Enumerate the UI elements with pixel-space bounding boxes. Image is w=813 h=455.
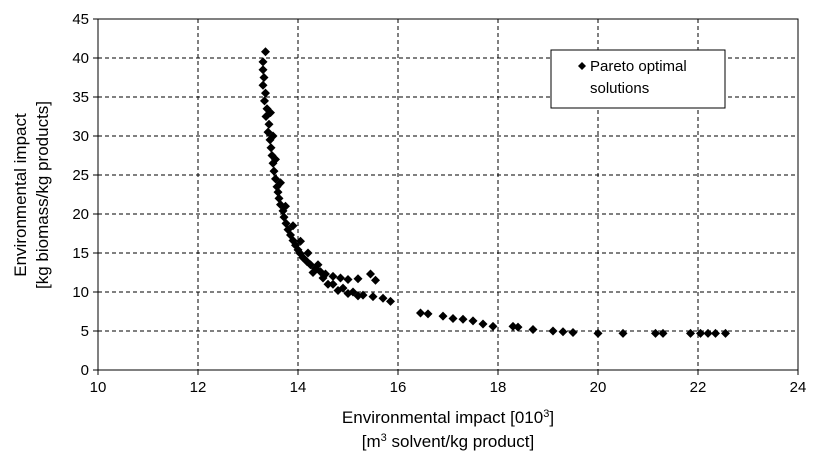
data-point bbox=[273, 187, 283, 197]
gridlines bbox=[98, 19, 798, 370]
data-point bbox=[448, 314, 458, 324]
data-point bbox=[258, 80, 268, 90]
x-tick-label: 16 bbox=[390, 379, 407, 396]
data-point bbox=[478, 319, 488, 329]
legend-box bbox=[550, 49, 726, 109]
x-tick-label: 10 bbox=[90, 379, 107, 396]
data-point bbox=[711, 328, 720, 338]
data-point bbox=[488, 321, 498, 331]
plot-frame bbox=[97, 18, 799, 371]
data-point bbox=[281, 201, 290, 211]
data-point bbox=[328, 271, 338, 281]
data-points bbox=[258, 47, 730, 338]
data-point bbox=[651, 328, 660, 338]
y-axis-title-units: [kg biomass/kg products] bbox=[33, 101, 52, 289]
legend-label-line: Pareto optimal bbox=[590, 58, 687, 75]
data-point bbox=[261, 47, 270, 57]
data-point bbox=[353, 274, 363, 284]
y-tick-label: 20 bbox=[72, 206, 89, 223]
data-point bbox=[368, 292, 378, 302]
data-point bbox=[468, 316, 478, 326]
data-point bbox=[548, 326, 558, 336]
data-point bbox=[328, 279, 338, 289]
y-tick-label: 10 bbox=[72, 284, 89, 301]
data-point bbox=[423, 309, 433, 319]
x-tick-label: 14 bbox=[290, 379, 307, 396]
y-tick-label: 0 bbox=[81, 362, 89, 379]
y-tick-label: 30 bbox=[72, 128, 89, 145]
y-tick-label: 45 bbox=[72, 11, 89, 28]
data-point bbox=[378, 293, 388, 303]
data-point bbox=[528, 324, 538, 334]
data-point bbox=[593, 328, 603, 338]
data-point bbox=[261, 88, 270, 98]
data-point bbox=[303, 248, 313, 258]
legend-label-line: solutions bbox=[590, 80, 649, 97]
x-tick-label: 18 bbox=[490, 379, 507, 396]
data-point bbox=[266, 143, 276, 153]
data-point bbox=[323, 279, 333, 289]
data-point bbox=[568, 328, 578, 338]
data-point bbox=[276, 178, 285, 188]
data-point bbox=[658, 328, 668, 338]
x-axis-title-units: [m3 solvent/kg product] bbox=[362, 432, 534, 451]
data-point bbox=[266, 108, 275, 118]
data-point bbox=[438, 311, 448, 321]
data-point bbox=[313, 260, 323, 270]
y-tick-label: 5 bbox=[81, 323, 89, 340]
data-point bbox=[264, 119, 274, 129]
data-point bbox=[308, 268, 318, 277]
data-point bbox=[386, 296, 395, 306]
data-point bbox=[343, 289, 353, 299]
data-point bbox=[258, 57, 268, 67]
y-tick-label: 35 bbox=[72, 89, 89, 106]
data-point bbox=[703, 328, 713, 338]
legend-label: Pareto optimal solutions bbox=[590, 58, 687, 97]
data-point bbox=[343, 275, 353, 285]
data-point bbox=[274, 193, 284, 203]
x-axis-ticks: 10 12 14 16 18 20 22 24 bbox=[90, 370, 807, 396]
x-tick-label: 20 bbox=[590, 379, 607, 396]
x-tick-label: 22 bbox=[690, 379, 707, 396]
y-tick-label: 15 bbox=[72, 245, 89, 262]
data-point bbox=[271, 154, 280, 164]
legend-diamond-marker bbox=[578, 62, 586, 70]
data-point bbox=[696, 328, 705, 338]
data-point bbox=[618, 328, 628, 338]
y-axis-title: Environmental impact bbox=[11, 113, 30, 277]
data-point bbox=[259, 73, 269, 82]
data-point bbox=[333, 285, 343, 295]
data-point bbox=[288, 221, 298, 231]
data-point bbox=[366, 269, 375, 279]
data-point bbox=[371, 275, 380, 285]
x-axis-title: Environmental impact [0103] bbox=[342, 408, 554, 427]
data-point bbox=[260, 96, 269, 106]
data-point bbox=[458, 314, 468, 324]
data-point bbox=[268, 131, 278, 141]
data-point bbox=[353, 291, 363, 301]
legend: Pareto optimal solutions bbox=[550, 49, 726, 109]
x-tick-label: 12 bbox=[190, 379, 207, 396]
data-point bbox=[416, 308, 425, 318]
data-point bbox=[318, 273, 328, 283]
data-point bbox=[258, 65, 268, 75]
data-point bbox=[721, 328, 730, 338]
data-point bbox=[513, 322, 523, 332]
data-point bbox=[269, 166, 279, 176]
y-tick-label: 40 bbox=[72, 50, 89, 67]
y-axis-ticks: 0 5 10 15 20 25 30 35 40 45 bbox=[72, 11, 98, 379]
x-tick-label: 24 bbox=[790, 379, 807, 396]
data-point bbox=[558, 327, 568, 337]
data-point bbox=[686, 328, 695, 338]
data-point bbox=[336, 273, 345, 283]
data-point bbox=[296, 236, 305, 246]
y-tick-label: 25 bbox=[72, 167, 89, 184]
